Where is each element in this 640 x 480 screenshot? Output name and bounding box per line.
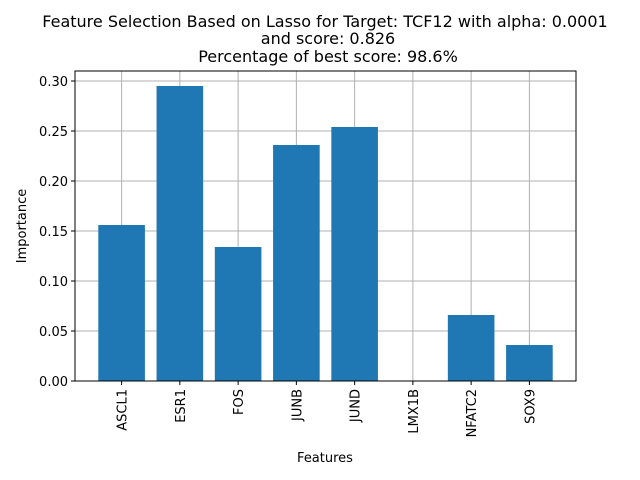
chart-title-line-3: Percentage of best score: 98.6% [198, 47, 458, 66]
y-tick-label: 0.30 [39, 75, 68, 90]
y-tick-label: 0.05 [39, 325, 68, 340]
bar-ascl1 [98, 225, 145, 381]
y-tick-label: 0.25 [39, 125, 68, 140]
plot-frame [74, 70, 577, 382]
x-tick-label: NFATC2 [465, 389, 480, 437]
bar-fos [214, 247, 262, 381]
bar-nfatc2 [447, 315, 495, 381]
chart-title: Feature Selection Based on Lasso for Tar… [42, 12, 607, 66]
x-tick-label: JUNB [290, 389, 305, 422]
grid [75, 71, 576, 382]
x-tick-label: SOX9 [523, 389, 538, 424]
x-tick-label: LMX1B [407, 389, 422, 434]
y-tick-label: 0.20 [39, 175, 68, 190]
chart-title-line-1: Feature Selection Based on Lasso for Tar… [42, 12, 607, 31]
bar-esr1 [156, 86, 204, 381]
y-tick-label: 0.00 [39, 375, 68, 390]
y-axis-label: Importance [15, 189, 30, 264]
bar-junb [273, 145, 320, 381]
bar-jund [331, 127, 378, 381]
x-axis-ticks: ASCL1 ESR1 FOS JUNB JUND LMX1B NFATC2 SOX9 [116, 381, 538, 437]
x-axis-label: Features [297, 451, 353, 466]
y-tick-label: 0.15 [39, 225, 68, 240]
bar-sox9 [506, 345, 553, 381]
x-tick-label: ESR1 [174, 389, 189, 423]
bars [98, 86, 553, 381]
chart-title-line-2: and score: 0.826 [261, 29, 395, 48]
x-tick-label: ASCL1 [116, 389, 131, 431]
y-tick-label: 0.10 [39, 275, 68, 290]
x-tick-label: JUND [349, 389, 364, 423]
y-axis-ticks: 0.00 0.05 0.10 0.15 0.20 0.25 0.30 [39, 75, 75, 390]
x-tick-label: FOS [232, 389, 247, 415]
